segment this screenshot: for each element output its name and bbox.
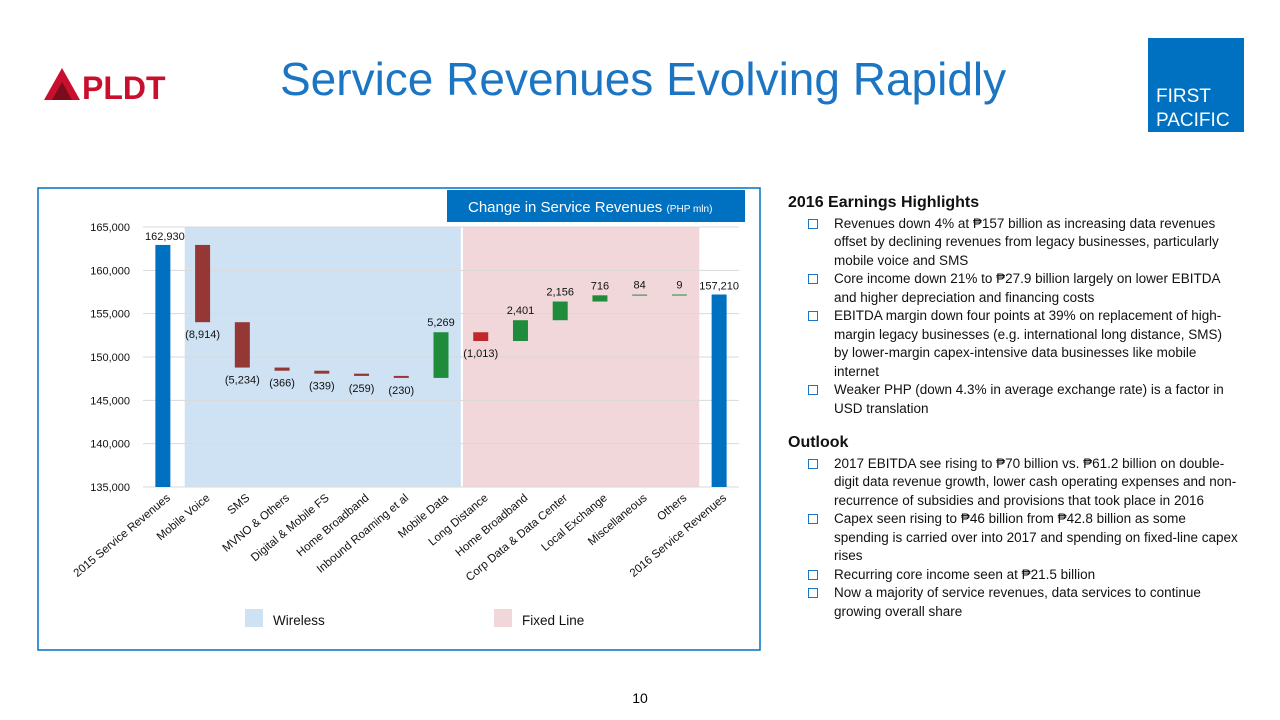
value-label: (5,234) — [225, 375, 260, 387]
bar — [512, 320, 528, 342]
legend-swatch — [245, 609, 263, 627]
legend-label: Wireless — [273, 613, 325, 628]
value-label: (339) — [309, 381, 335, 393]
bar — [552, 301, 568, 321]
bar — [473, 332, 489, 342]
bullet: Capex seen rising to ₱46 billion from ₱4… — [788, 510, 1238, 566]
y-tick-label: 135,000 — [90, 482, 130, 494]
chart-subtitle: (PHP mln) — [666, 204, 712, 215]
bar — [671, 294, 687, 296]
value-label: 157,210 — [699, 281, 739, 293]
chart-title: Change in Service Revenues — [468, 199, 662, 216]
bullet: Revenues down 4% at ₱157 billion as incr… — [788, 215, 1238, 271]
logo-text: PLDT — [82, 70, 166, 106]
y-tick-label: 160,000 — [90, 265, 130, 277]
bar — [354, 373, 370, 376]
chart-frame — [37, 187, 761, 651]
bullet: EBITDA margin down four points at 39% on… — [788, 307, 1238, 381]
bullet: Core income down 21% to ₱27.9 billion la… — [788, 270, 1238, 307]
value-label: (230) — [388, 385, 414, 397]
bar — [711, 294, 727, 487]
section-title: Outlook — [788, 434, 849, 451]
highlights: 2016 Earnings Highlights Revenues down 4… — [788, 194, 1238, 418]
legend-swatch — [494, 609, 512, 627]
bullet: Now a majority of service revenues, data… — [788, 584, 1238, 621]
logo-text: Pacific — [1156, 110, 1230, 131]
value-label: 84 — [634, 280, 646, 292]
y-tick-label: 155,000 — [90, 309, 130, 321]
value-label: (259) — [349, 383, 375, 395]
page-number: 10 — [632, 690, 648, 706]
chart-title: Change in Service Revenues (PHP mln) — [468, 199, 712, 216]
x-tick-label: SMS — [225, 492, 252, 517]
value-label: 5,269 — [427, 317, 455, 329]
bullet: 2017 EBITDA see rising to ₱70 billion vs… — [788, 455, 1238, 511]
value-label: 9 — [676, 280, 682, 292]
y-tick-label: 145,000 — [90, 395, 130, 407]
value-label: 2,401 — [507, 305, 535, 317]
x-tick-label: Home Broadband — [454, 492, 531, 559]
bullet-list: Revenues down 4% at ₱157 billion as incr… — [788, 215, 1238, 419]
legend-label: Fixed Line — [522, 613, 584, 628]
bar — [195, 244, 211, 323]
chart-title-box — [447, 190, 745, 222]
plot: Wireless Fixed Line 135,000 140,000 145,000 1… — [72, 222, 739, 628]
bullet-list: 2017 EBITDA see rising to ₱70 billion vs… — [788, 455, 1238, 622]
value-label: (8,914) — [185, 329, 220, 341]
bar — [393, 375, 409, 378]
section-title: 2016 Earnings Highlights — [788, 194, 980, 211]
bullet: Weaker PHP (down 4.3% in average exchang… — [788, 381, 1238, 418]
outlook: Outlook 2017 EBITDA see rising to ₱70 bi… — [788, 434, 1238, 621]
first-pacific-logo — [1148, 38, 1244, 132]
value-label: (366) — [269, 378, 295, 390]
value-label: 162,930 — [145, 231, 185, 243]
bar — [592, 295, 608, 302]
value-label: 2,156 — [546, 287, 574, 299]
value-label: 716 — [591, 280, 609, 292]
value-label: (1,013) — [463, 348, 498, 360]
bar — [234, 322, 250, 368]
bar — [632, 294, 648, 296]
y-tick-label: 140,000 — [90, 439, 130, 451]
slide-title: Service Revenues Evolving Rapidly — [280, 53, 1007, 105]
x-tick-label: Home Broadband — [295, 492, 372, 559]
bar — [155, 244, 171, 487]
bar — [274, 367, 290, 371]
x-tick-label: MVNO & Others — [221, 492, 293, 555]
x-tick-label: Others — [655, 492, 689, 524]
logo-text: First — [1156, 86, 1211, 107]
y-tick-label: 165,000 — [90, 222, 130, 234]
y-tick-label: 150,000 — [90, 352, 130, 364]
bullet: Recurring core income seen at ₱21.5 bill… — [788, 566, 1238, 585]
pldt-logo: PLDT — [44, 68, 166, 106]
bar — [433, 332, 449, 378]
bar — [314, 370, 330, 374]
